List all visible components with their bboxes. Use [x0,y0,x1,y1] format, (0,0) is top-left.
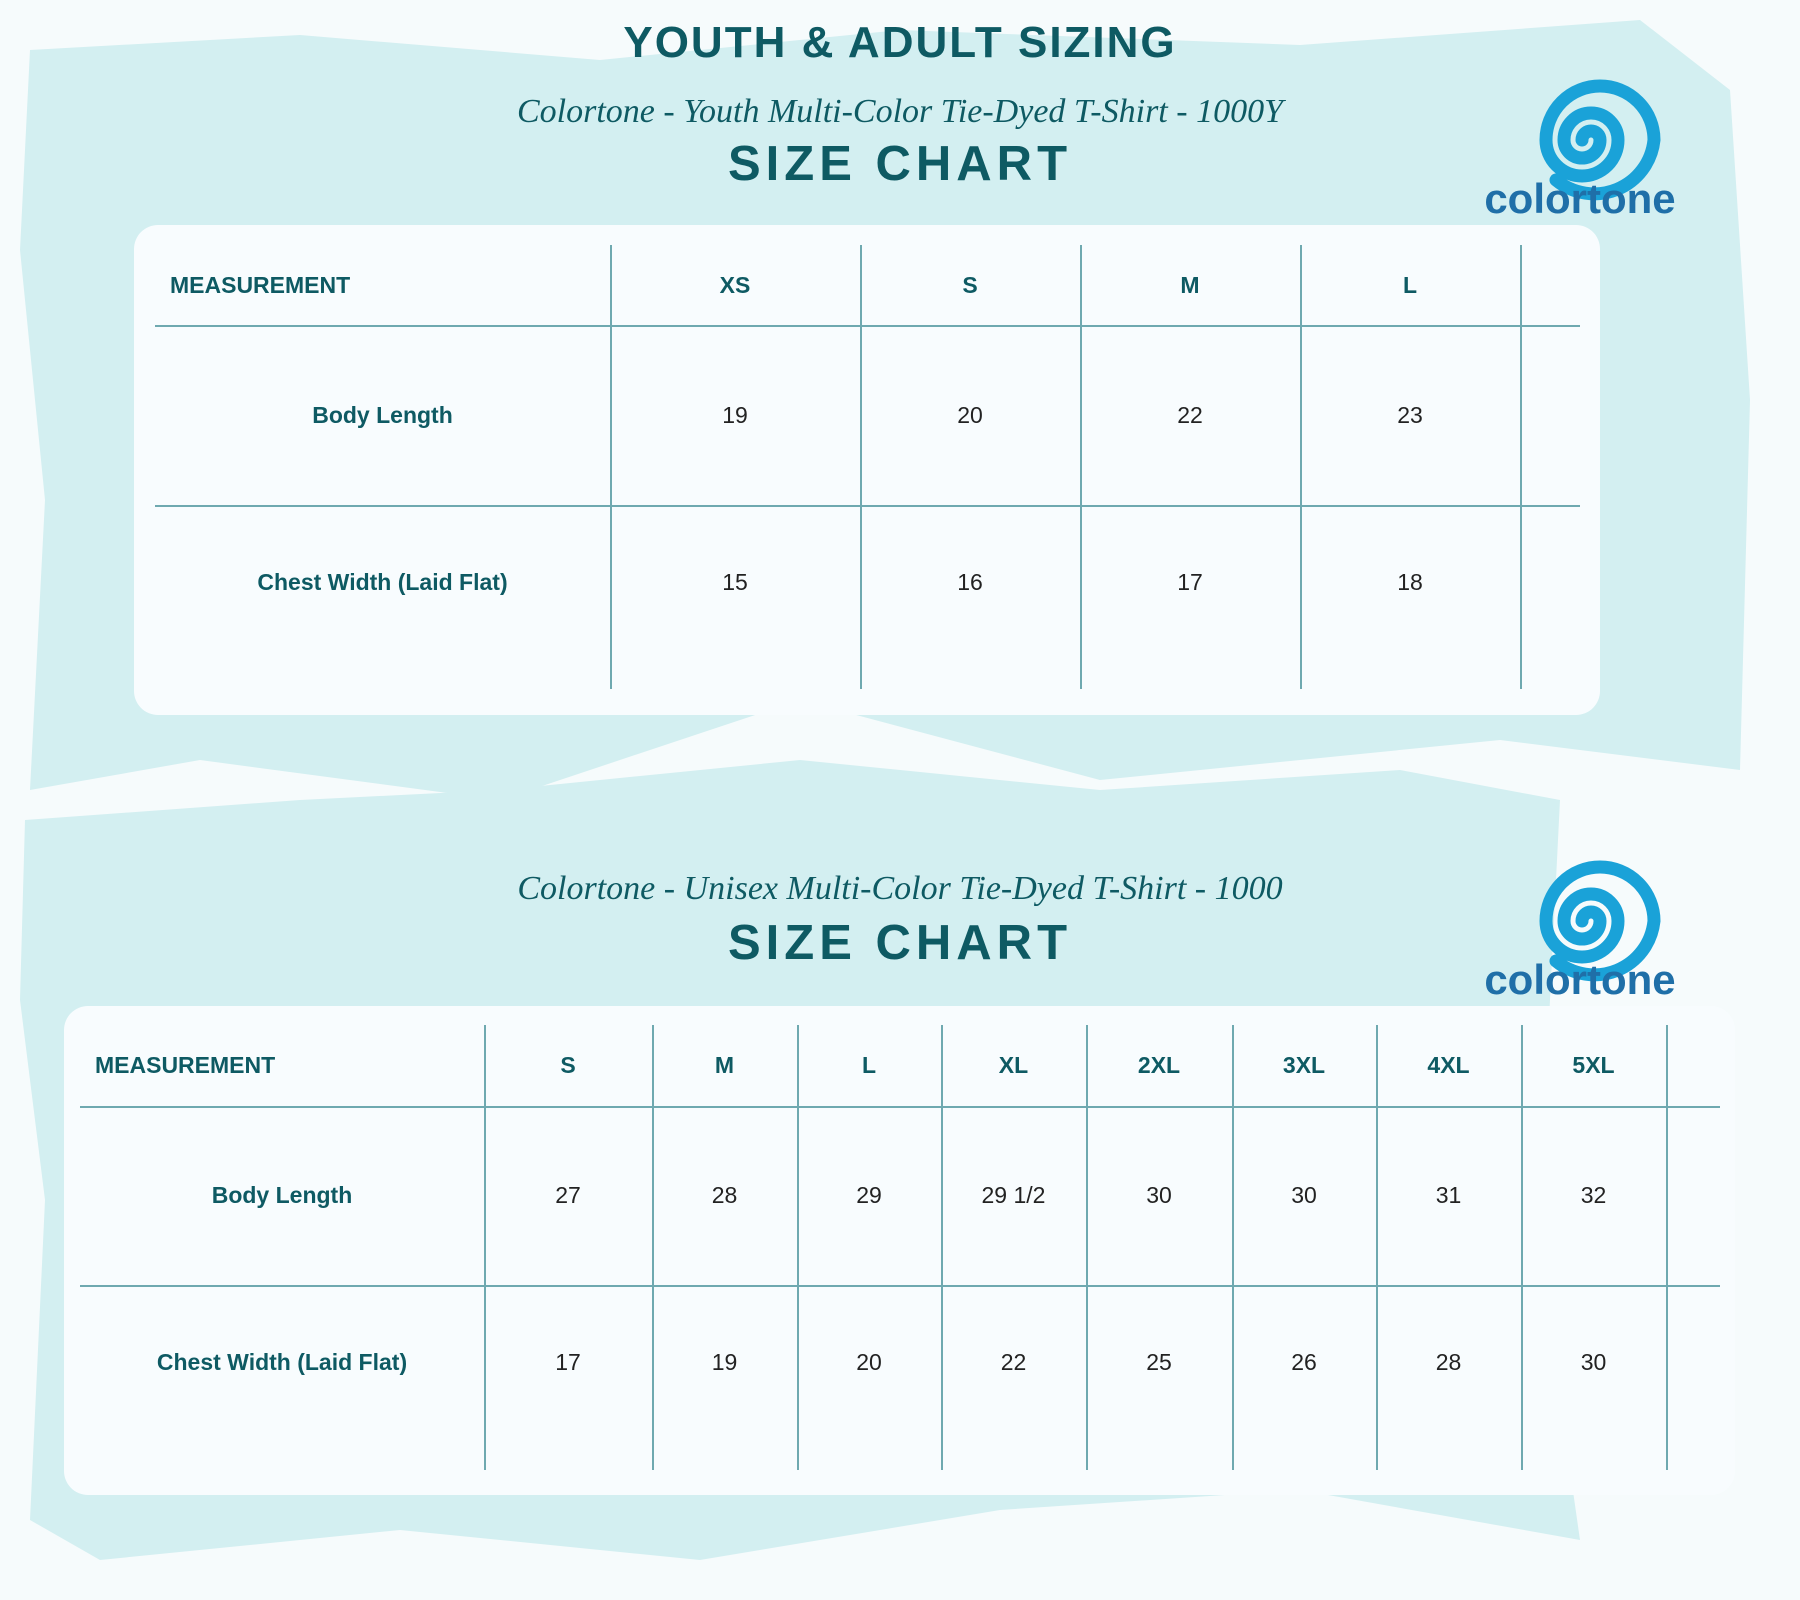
column-divider [1521,1025,1523,1470]
heading: SIZE CHART [728,137,1072,191]
table-cell: 31 [1435,1182,1462,1208]
table-cell: 19 [711,1349,738,1375]
row-divider [80,1285,1720,1287]
logo-spiral [1539,860,1661,982]
table-card [64,1006,1735,1495]
table-cell: 20 [957,401,983,428]
table-cell: 28 [1435,1349,1462,1375]
column-header: M [1180,271,1200,298]
column-divider [860,245,862,689]
row-label: Chest Width (Laid Flat) [156,1349,408,1375]
table-cell: 16 [957,568,983,595]
table-cell: 15 [722,568,748,595]
column-header: S [560,1052,576,1078]
table-cell: 17 [1177,568,1203,595]
heading: SIZE CHART [728,916,1072,970]
column-divider [1300,245,1302,689]
page-title: YOUTH & ADULT SIZING [623,18,1177,67]
table-cell: 19 [722,401,748,428]
table-cell: 29 [856,1182,882,1208]
column-header: S [962,271,978,298]
table-cell: 25 [1146,1349,1172,1375]
subtitle: Colortone - Unisex Multi-Color Tie-Dyed … [517,870,1283,907]
table-cell: 26 [1291,1349,1317,1375]
row-label: Body Length [312,401,453,428]
row-label: Body Length [211,1182,353,1208]
table-cell: 23 [1397,401,1423,428]
column-divider [484,1025,486,1470]
table-cell: 30 [1580,1349,1607,1375]
table-card [134,225,1600,715]
table-cell: 17 [555,1349,581,1375]
column-header: 4XL [1427,1052,1470,1078]
table-cell: 20 [856,1349,882,1375]
column-divider [610,245,612,689]
column-header: 5XL [1572,1052,1615,1078]
column-divider [1666,1025,1668,1470]
column-divider [1520,245,1522,689]
table-cell: 22 [1177,401,1203,428]
column-divider [797,1025,799,1470]
logo-spiral [1539,79,1661,201]
table-cell: 29 1/2 [981,1182,1046,1208]
column-header: 2XL [1137,1052,1181,1078]
column-divider [652,1025,654,1470]
column-header: MEASUREMENT [170,271,351,298]
column-header: L [861,1052,877,1078]
table-cell: 30 [1146,1182,1172,1208]
table-cell: 28 [711,1182,738,1208]
table-cell: 18 [1397,568,1423,595]
column-divider [1086,1025,1088,1470]
column-header: MEASUREMENT [95,1052,276,1078]
column-divider [1080,245,1082,689]
column-header: 3XL [1282,1052,1326,1078]
table-cell: 30 [1291,1182,1317,1208]
row-divider [155,505,1580,507]
logo-text: colortone [1484,956,1676,1003]
table-cell: 22 [1000,1349,1027,1375]
column-header: M [714,1052,735,1078]
table-cell: 32 [1580,1182,1607,1208]
column-header: L [1402,271,1418,298]
row-divider [155,325,1580,327]
row-divider [80,1106,1720,1108]
logo-text: colortone [1484,175,1676,222]
column-header: XS [719,271,751,298]
table-cell: 27 [555,1182,581,1208]
column-header: XL [998,1052,1029,1078]
subtitle: Colortone - Youth Multi-Color Tie-Dyed T… [517,93,1283,130]
column-divider [941,1025,943,1470]
column-divider [1232,1025,1234,1470]
row-label: Chest Width (Laid Flat) [257,568,508,595]
column-divider [1376,1025,1378,1470]
